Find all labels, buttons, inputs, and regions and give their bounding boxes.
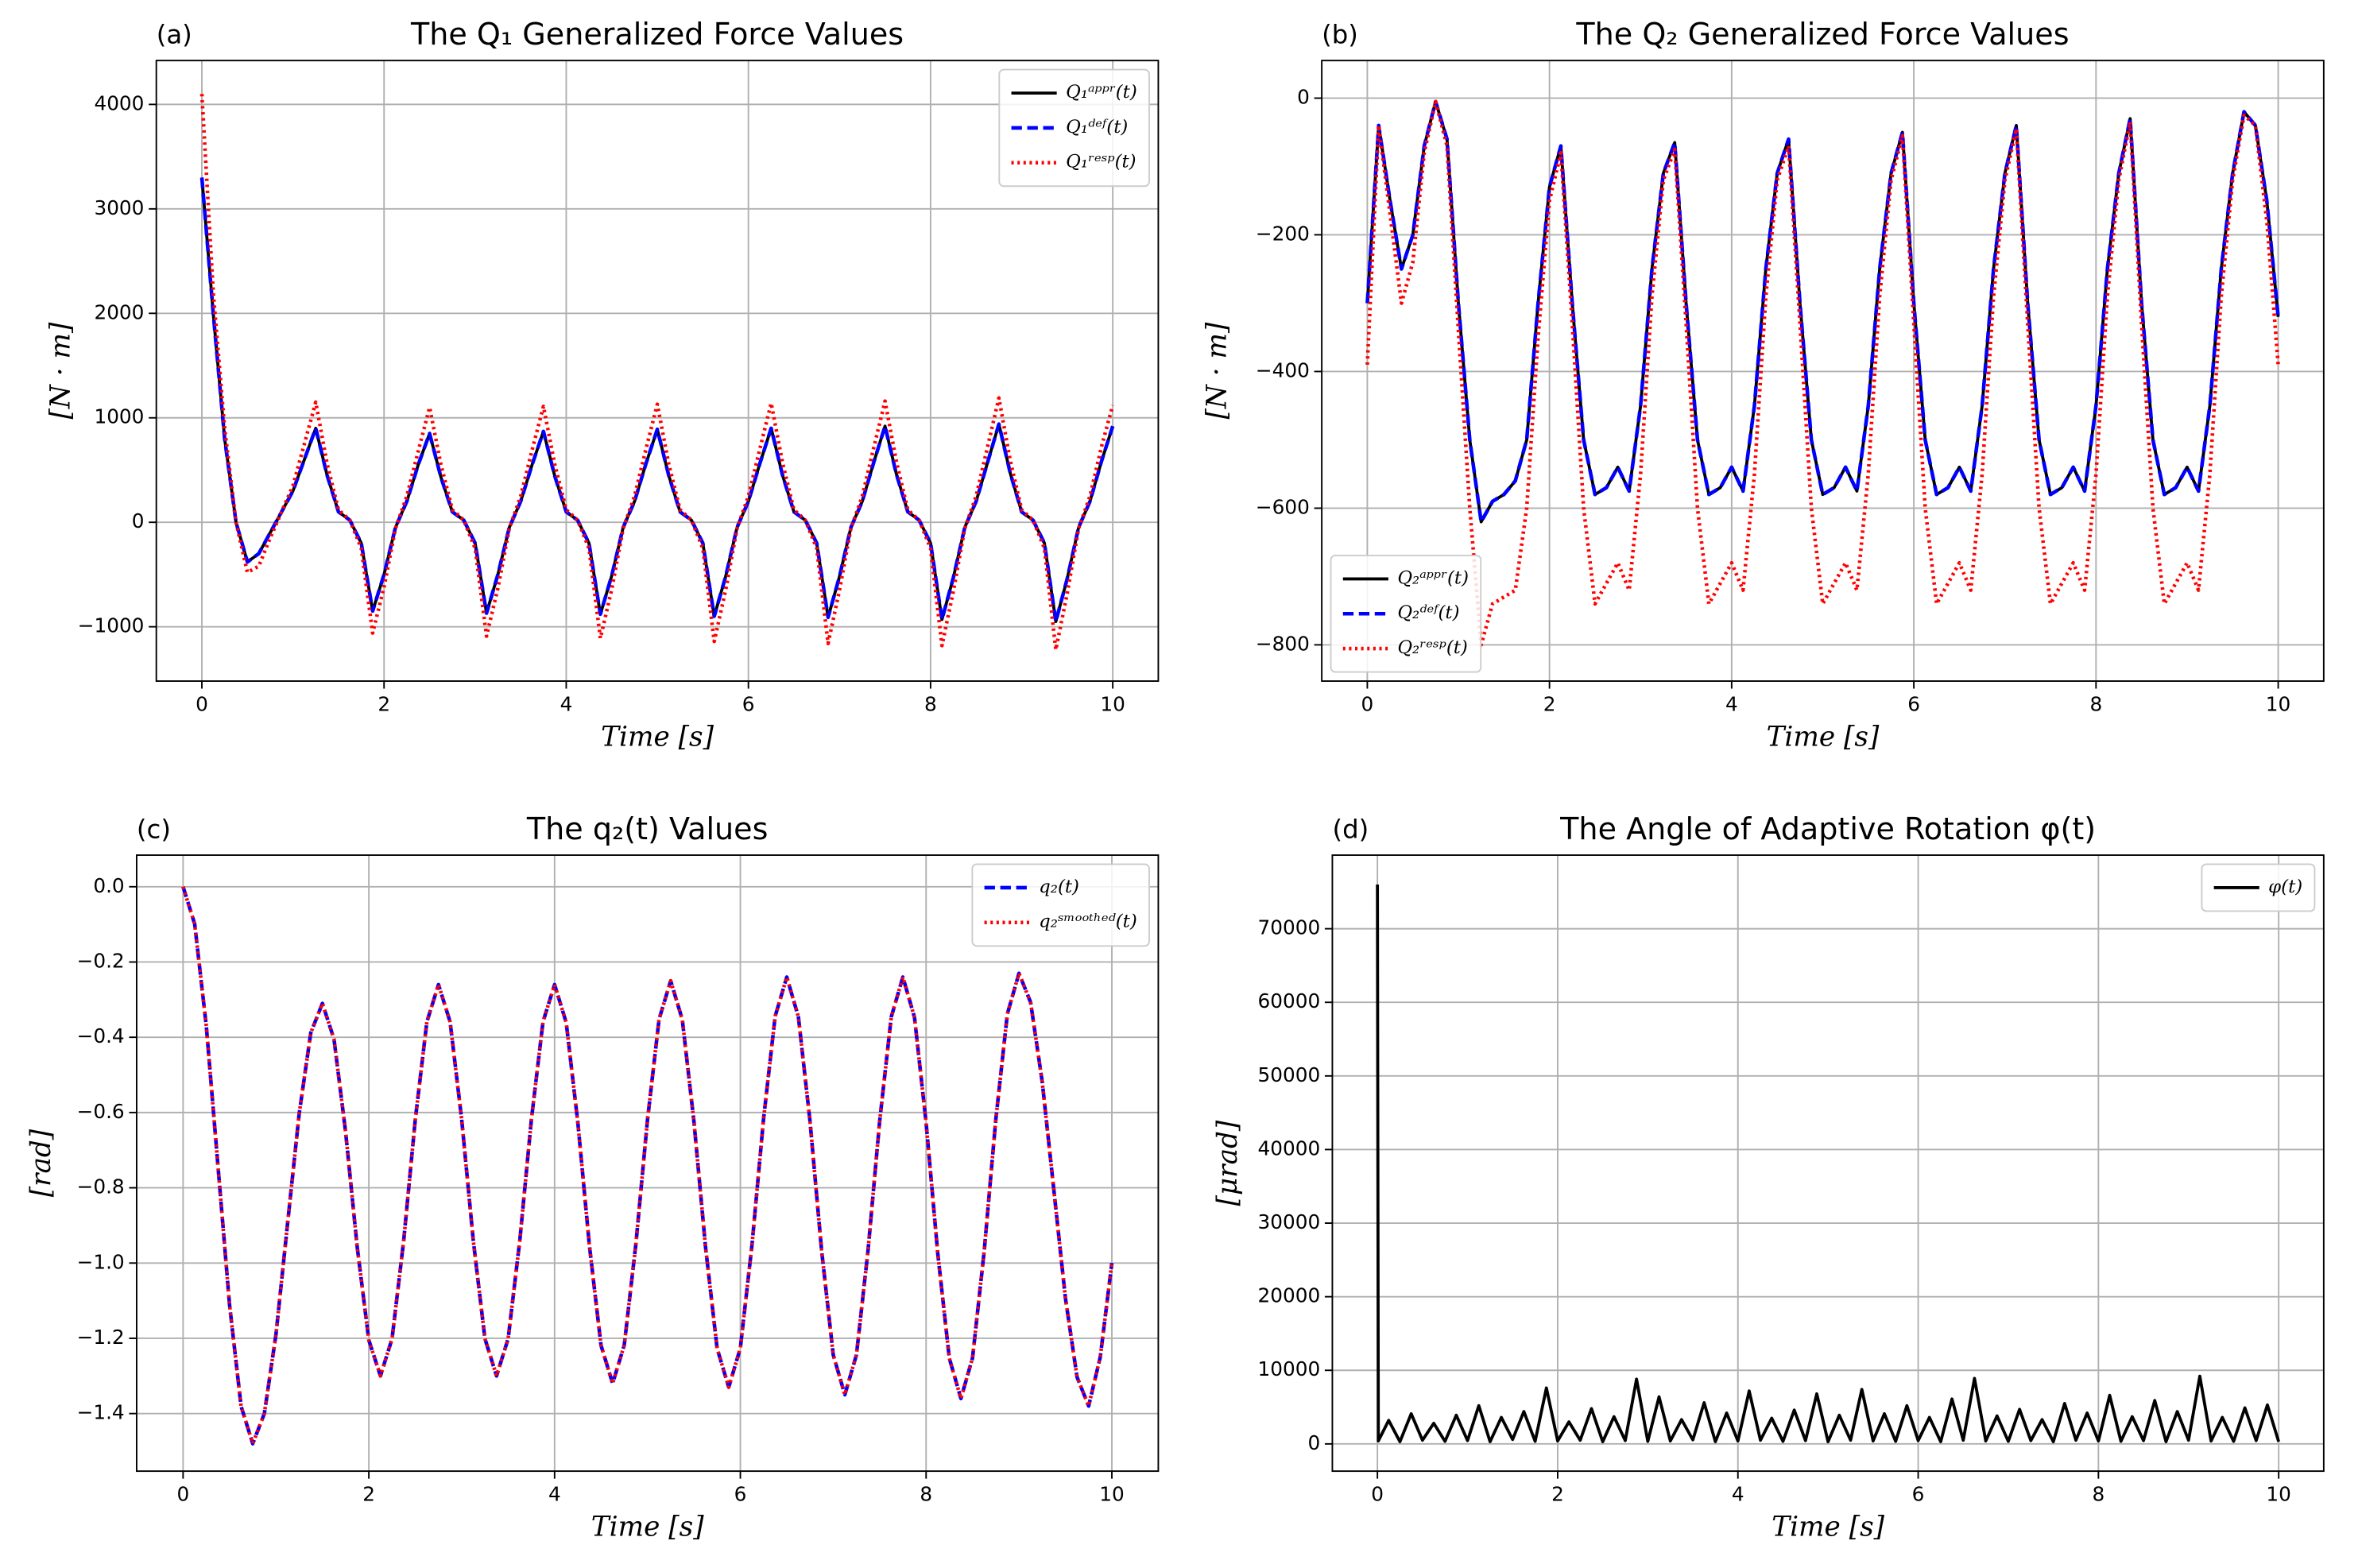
x-tick-label: 8 bbox=[924, 692, 937, 715]
panel-label: (c) bbox=[137, 815, 171, 845]
data-line bbox=[1365, 99, 2280, 524]
panel-label: (b) bbox=[1322, 20, 1358, 50]
x-tick-label: 0 bbox=[196, 692, 208, 715]
x-tick-label: 10 bbox=[2266, 1483, 2291, 1506]
y-tick-label: 0.0 bbox=[93, 874, 124, 897]
plot-area bbox=[156, 60, 1159, 681]
y-tick-label: 4000 bbox=[94, 91, 144, 114]
legend: φ(t) bbox=[2201, 863, 2316, 912]
x-tick-label: 10 bbox=[2266, 692, 2291, 715]
legend-box bbox=[1330, 554, 1482, 673]
x-tick-label: 6 bbox=[742, 692, 755, 715]
y-tick-label: −800 bbox=[1256, 632, 1310, 655]
x-tick-label: 0 bbox=[1371, 1483, 1384, 1506]
axes-frame bbox=[135, 854, 1160, 1473]
y-tick-label: −1.4 bbox=[77, 1401, 125, 1424]
x-axis-label: Time [s] bbox=[1771, 1511, 1884, 1543]
legend-label: q₂(t) bbox=[1039, 877, 1079, 897]
y-tick-label: 0 bbox=[1307, 1431, 1320, 1454]
y-tick-label: −0.4 bbox=[77, 1024, 125, 1047]
x-tick-label: 10 bbox=[1099, 1483, 1125, 1506]
chart-title: The Q₁ Generalized Force Values bbox=[410, 17, 904, 52]
legend-box bbox=[971, 863, 1150, 947]
legend-label: Q₁ᵈᵉᶠ(t) bbox=[1066, 117, 1128, 137]
x-axis-label: Time [s] bbox=[1767, 721, 1880, 753]
x-tick-label: 10 bbox=[1100, 692, 1125, 715]
y-tick-label: 30000 bbox=[1257, 1210, 1320, 1233]
y-tick-label: −200 bbox=[1256, 222, 1310, 245]
legend: Q₁ᵃᵖᵖʳ(t) Q₁ᵈᵉᶠ(t) Q₁ʳᵉˢᵖ(t) bbox=[998, 68, 1150, 188]
x-tick-label: 6 bbox=[734, 1483, 747, 1506]
y-axis-label: [rad] bbox=[25, 1129, 57, 1197]
y-tick-label: 60000 bbox=[1257, 989, 1320, 1012]
y-tick-label: 10000 bbox=[1257, 1357, 1320, 1380]
y-tick-label: −400 bbox=[1256, 358, 1310, 381]
y-tick-label: 70000 bbox=[1257, 916, 1320, 939]
data-line bbox=[181, 886, 1114, 1446]
plot-area bbox=[1332, 855, 2324, 1472]
x-tick-label: 2 bbox=[362, 1483, 375, 1506]
x-tick-label: 8 bbox=[2092, 1483, 2105, 1506]
y-tick-label: 2000 bbox=[94, 300, 144, 323]
data-line bbox=[199, 94, 1115, 652]
x-tick-label: 0 bbox=[1361, 692, 1374, 715]
legend-box bbox=[998, 68, 1150, 188]
axes-frame bbox=[1321, 60, 2325, 682]
chart-title: The q₂(t) Values bbox=[526, 811, 769, 846]
y-tick-label: −0.6 bbox=[77, 1100, 125, 1123]
x-tick-label: 4 bbox=[560, 692, 573, 715]
x-tick-label: 4 bbox=[1725, 692, 1738, 715]
x-tick-label: 4 bbox=[1732, 1483, 1744, 1506]
x-tick-label: 0 bbox=[176, 1483, 189, 1506]
y-tick-label: 0 bbox=[1297, 85, 1310, 108]
y-tick-label: −1.0 bbox=[77, 1250, 125, 1273]
x-tick-label: 6 bbox=[1912, 1483, 1925, 1506]
y-tick-label: 0 bbox=[132, 509, 145, 532]
x-tick-label: 2 bbox=[378, 692, 390, 715]
y-tick-label: 40000 bbox=[1257, 1136, 1320, 1160]
x-tick-label: 2 bbox=[1543, 692, 1556, 715]
legend-label: q₂ˢᵐᵒᵒᵗʰᵉᵈ(t) bbox=[1039, 912, 1137, 932]
x-tick-label: 8 bbox=[920, 1483, 932, 1506]
legend-label: Q₂ᵃᵖᵖʳ(t) bbox=[1397, 567, 1469, 588]
y-tick-label: −1.2 bbox=[77, 1326, 125, 1349]
y-tick-label: −0.2 bbox=[77, 949, 125, 972]
panel-label: (a) bbox=[157, 20, 192, 50]
legend: Q₂ᵃᵖᵖʳ(t) Q₂ᵈᵉᶠ(t) Q₂ʳᵉˢᵖ(t) bbox=[1330, 554, 1482, 673]
y-axis-label: [μrad] bbox=[1212, 1120, 1244, 1206]
y-tick-label: −1000 bbox=[78, 614, 145, 637]
y-tick-label: −600 bbox=[1256, 495, 1310, 518]
legend-label: φ(t) bbox=[2268, 877, 2302, 897]
y-tick-label: 1000 bbox=[94, 405, 144, 428]
x-tick-label: 8 bbox=[2089, 692, 2102, 715]
y-axis-label: [N · m] bbox=[1202, 322, 1233, 420]
chart-title: The Q₂ Generalized Force Values bbox=[1575, 17, 2069, 52]
y-axis-label: [N · m] bbox=[45, 322, 77, 420]
x-tick-label: 2 bbox=[1551, 1483, 1564, 1506]
x-axis-label: Time [s] bbox=[601, 721, 714, 753]
y-tick-label: −0.8 bbox=[77, 1175, 125, 1198]
x-axis-label: Time [s] bbox=[591, 1511, 704, 1543]
data-line bbox=[1376, 885, 2280, 1443]
x-tick-label: 4 bbox=[548, 1483, 561, 1506]
chart-title: The Angle of Adaptive Rotation φ(t) bbox=[1559, 811, 2096, 846]
y-tick-label: 50000 bbox=[1257, 1063, 1320, 1086]
legend-label: Q₂ᵈᵉᶠ(t) bbox=[1397, 602, 1459, 623]
legend-label: Q₁ᵃᵖᵖʳ(t) bbox=[1066, 82, 1137, 103]
axes-frame bbox=[155, 60, 1160, 682]
y-tick-label: 3000 bbox=[94, 196, 144, 219]
x-tick-label: 6 bbox=[1907, 692, 1920, 715]
legend-label: Q₂ʳᵉˢᵖ(t) bbox=[1397, 637, 1468, 658]
legend-label: Q₁ʳᵉˢᵖ(t) bbox=[1066, 152, 1136, 172]
data-line bbox=[181, 886, 1114, 1446]
plot-area bbox=[136, 855, 1159, 1472]
legend: q₂(t) q₂ˢᵐᵒᵒᵗʰᵉᵈ(t) bbox=[971, 863, 1150, 947]
panel-label: (d) bbox=[1332, 815, 1369, 845]
y-tick-label: 20000 bbox=[1257, 1284, 1320, 1307]
axes-frame bbox=[1331, 854, 2325, 1473]
data-line bbox=[1365, 99, 2280, 647]
